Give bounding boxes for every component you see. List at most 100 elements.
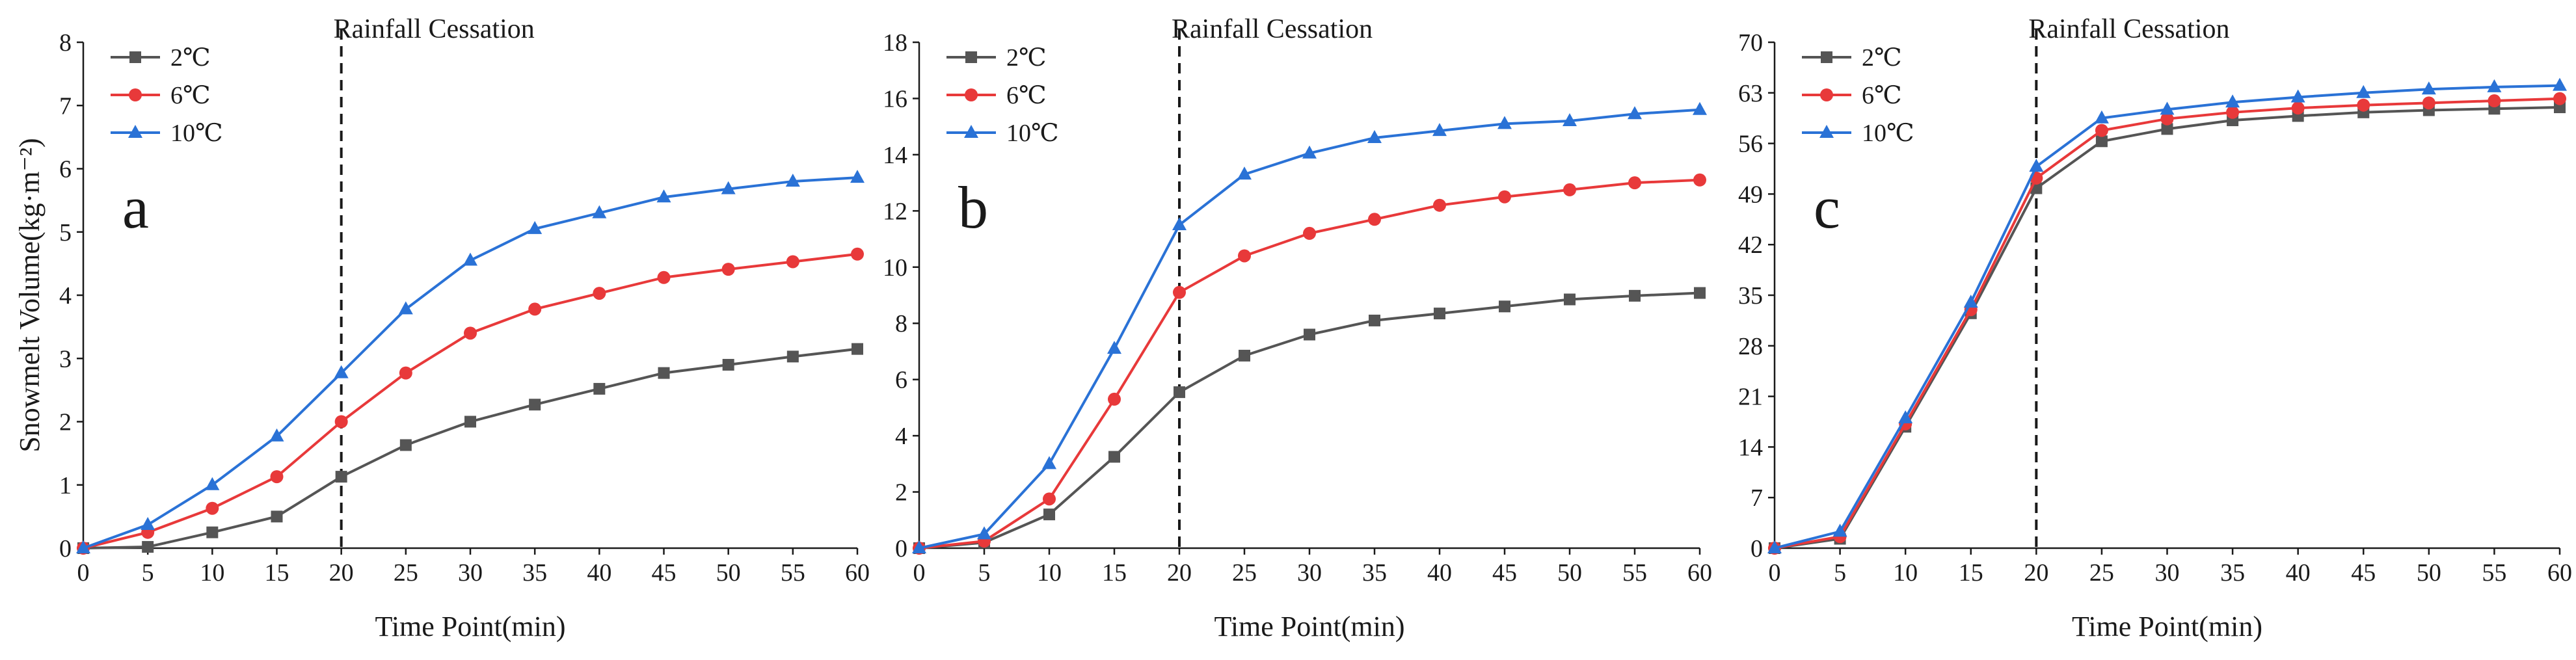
data-point — [850, 170, 865, 183]
data-point — [1629, 289, 1641, 302]
series-2: 10℃ — [912, 101, 1707, 553]
y-tick-label: 8 — [59, 29, 72, 57]
data-point — [1767, 540, 1782, 553]
x-tick-label: 0 — [77, 559, 90, 587]
data-point — [2357, 98, 2370, 112]
legend-marker — [1820, 88, 1833, 101]
data-point — [1173, 285, 1186, 299]
y-tick-label: 3 — [59, 345, 72, 373]
x-tick-label: 55 — [2482, 559, 2506, 587]
y-tick-label: 56 — [1738, 131, 1763, 158]
series-2: 10℃ — [1767, 77, 2567, 553]
y-tick-label: 14 — [883, 142, 907, 169]
x-tick-label: 20 — [1167, 559, 1192, 587]
series-1: 6℃ — [77, 82, 864, 555]
data-point — [2095, 135, 2108, 148]
y-tick-label: 5 — [59, 219, 72, 246]
legend-label: 6℃ — [1862, 82, 1902, 109]
y-tick-label: 6 — [895, 367, 907, 394]
data-point — [2225, 94, 2240, 108]
data-point — [2160, 112, 2174, 125]
x-tick-label: 45 — [2351, 559, 2376, 587]
y-tick-label: 12 — [883, 198, 907, 225]
x-tick-label: 50 — [2417, 559, 2441, 587]
data-point — [1108, 392, 1121, 406]
data-point — [1239, 349, 1250, 362]
data-point — [593, 382, 606, 395]
data-point — [2422, 96, 2435, 110]
y-tick-label: 2 — [895, 479, 907, 507]
x-tick-label: 25 — [2089, 559, 2114, 587]
y-axis-title: Snowmelt Volume(kg·m⁻²) — [14, 138, 46, 452]
data-point — [2029, 159, 2044, 172]
data-point — [2161, 123, 2173, 135]
x-tick-label: 55 — [1622, 559, 1647, 587]
series-line — [1774, 97, 2560, 549]
x-axis-title: Time Point(min) — [1214, 611, 1405, 642]
y-tick-label: 7 — [1751, 484, 1763, 512]
data-point — [528, 302, 542, 316]
series-line — [83, 347, 858, 549]
data-point — [1367, 129, 1382, 143]
x-tick-label: 20 — [2024, 559, 2048, 587]
data-point — [206, 526, 219, 538]
data-point — [1693, 173, 1706, 187]
y-tick-label: 2 — [59, 409, 72, 436]
x-tick-label: 35 — [1362, 559, 1387, 587]
x-tick-label: 25 — [1232, 559, 1257, 587]
data-point — [1043, 508, 1055, 521]
data-point — [2356, 85, 2371, 98]
y-tick-label: 10 — [883, 254, 907, 282]
data-point — [1303, 226, 1316, 240]
data-point — [1304, 328, 1315, 341]
data-point — [1693, 101, 1707, 115]
data-point — [977, 526, 991, 540]
data-point — [271, 510, 283, 523]
data-point — [142, 541, 154, 553]
chart-panel-b: 0 2 4 6 8 10 12 14 16 18 0 5 10 15 20 25 30 35 40 45 50 55 60 T… — [883, 14, 1712, 642]
panel-letter: c — [1814, 174, 1840, 241]
data-point — [2290, 89, 2305, 103]
data-point — [1237, 166, 1252, 180]
data-point — [335, 471, 347, 483]
series-1: 6℃ — [913, 82, 1706, 555]
data-point — [2291, 101, 2305, 115]
x-tick-label: 25 — [394, 559, 418, 587]
x-tick-label: 30 — [1297, 559, 1322, 587]
x-tick-label: 45 — [1492, 559, 1517, 587]
y-tick-label: 0 — [895, 535, 907, 562]
y-tick-label: 4 — [59, 282, 72, 310]
legend-marker — [964, 125, 978, 138]
legend-marker — [129, 88, 142, 101]
legend-label: 2℃ — [170, 44, 211, 72]
y-tick-label: 8 — [895, 310, 907, 337]
data-point — [1564, 293, 1576, 306]
data-point — [141, 517, 155, 531]
data-point — [1628, 106, 1642, 120]
data-point — [1898, 410, 1913, 423]
data-point — [1302, 145, 1317, 159]
legend-label: 10℃ — [170, 120, 223, 147]
y-tick-label: 4 — [895, 423, 907, 450]
data-point — [1694, 287, 1706, 299]
data-point — [1042, 456, 1056, 469]
data-point — [1497, 116, 1512, 129]
data-point — [2094, 110, 2109, 124]
data-point — [1043, 492, 1056, 506]
x-tick-label: 35 — [522, 559, 547, 587]
data-point — [1434, 308, 1445, 320]
data-point — [529, 399, 541, 411]
series-line — [83, 252, 858, 549]
y-tick-label: 7 — [59, 92, 72, 120]
y-tick-label: 1 — [59, 472, 72, 499]
x-axis-title: Time Point(min) — [375, 611, 566, 642]
x-tick-label: 55 — [781, 559, 805, 587]
data-point — [1172, 217, 1187, 230]
series-line — [1774, 84, 2560, 549]
data-point — [721, 181, 736, 194]
y-tick-label: 35 — [1738, 282, 1763, 310]
data-point — [1432, 123, 1447, 137]
data-point — [786, 350, 799, 363]
data-point — [1238, 249, 1251, 263]
x-tick-label: 60 — [2547, 559, 2572, 587]
